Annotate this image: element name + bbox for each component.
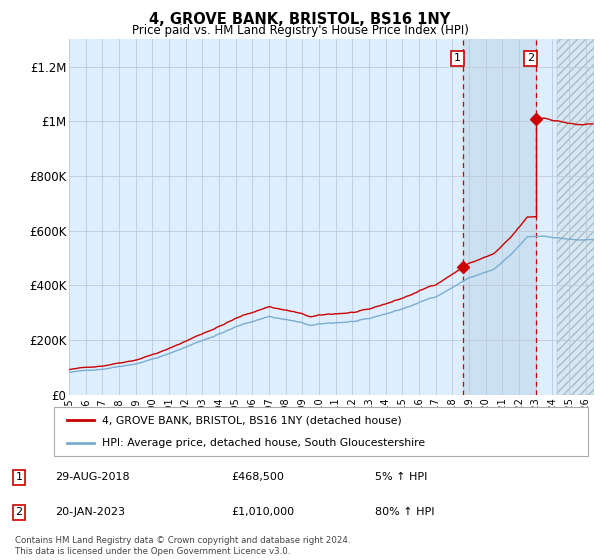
Text: £468,500: £468,500 (231, 473, 284, 483)
FancyBboxPatch shape (54, 407, 588, 456)
Text: 4, GROVE BANK, BRISTOL, BS16 1NY: 4, GROVE BANK, BRISTOL, BS16 1NY (149, 12, 451, 27)
Text: 20-JAN-2023: 20-JAN-2023 (55, 507, 125, 517)
Text: 2: 2 (527, 53, 534, 63)
Text: £1,010,000: £1,010,000 (231, 507, 294, 517)
Bar (557, 39, 594, 395)
Text: HPI: Average price, detached house, South Gloucestershire: HPI: Average price, detached house, Sout… (102, 438, 425, 448)
Text: Price paid vs. HM Land Registry's House Price Index (HPI): Price paid vs. HM Land Registry's House … (131, 24, 469, 37)
Text: 80% ↑ HPI: 80% ↑ HPI (375, 507, 434, 517)
Text: 29-AUG-2018: 29-AUG-2018 (55, 473, 130, 483)
Text: 1: 1 (454, 53, 461, 63)
Bar (557, 39, 594, 395)
Text: 4, GROVE BANK, BRISTOL, BS16 1NY (detached house): 4, GROVE BANK, BRISTOL, BS16 1NY (detach… (102, 416, 402, 426)
Text: 1: 1 (16, 473, 22, 483)
Text: 2: 2 (16, 507, 22, 517)
Text: 5% ↑ HPI: 5% ↑ HPI (375, 473, 427, 483)
Text: Contains HM Land Registry data © Crown copyright and database right 2024.
This d: Contains HM Land Registry data © Crown c… (15, 536, 350, 556)
Bar (463, 39, 536, 395)
